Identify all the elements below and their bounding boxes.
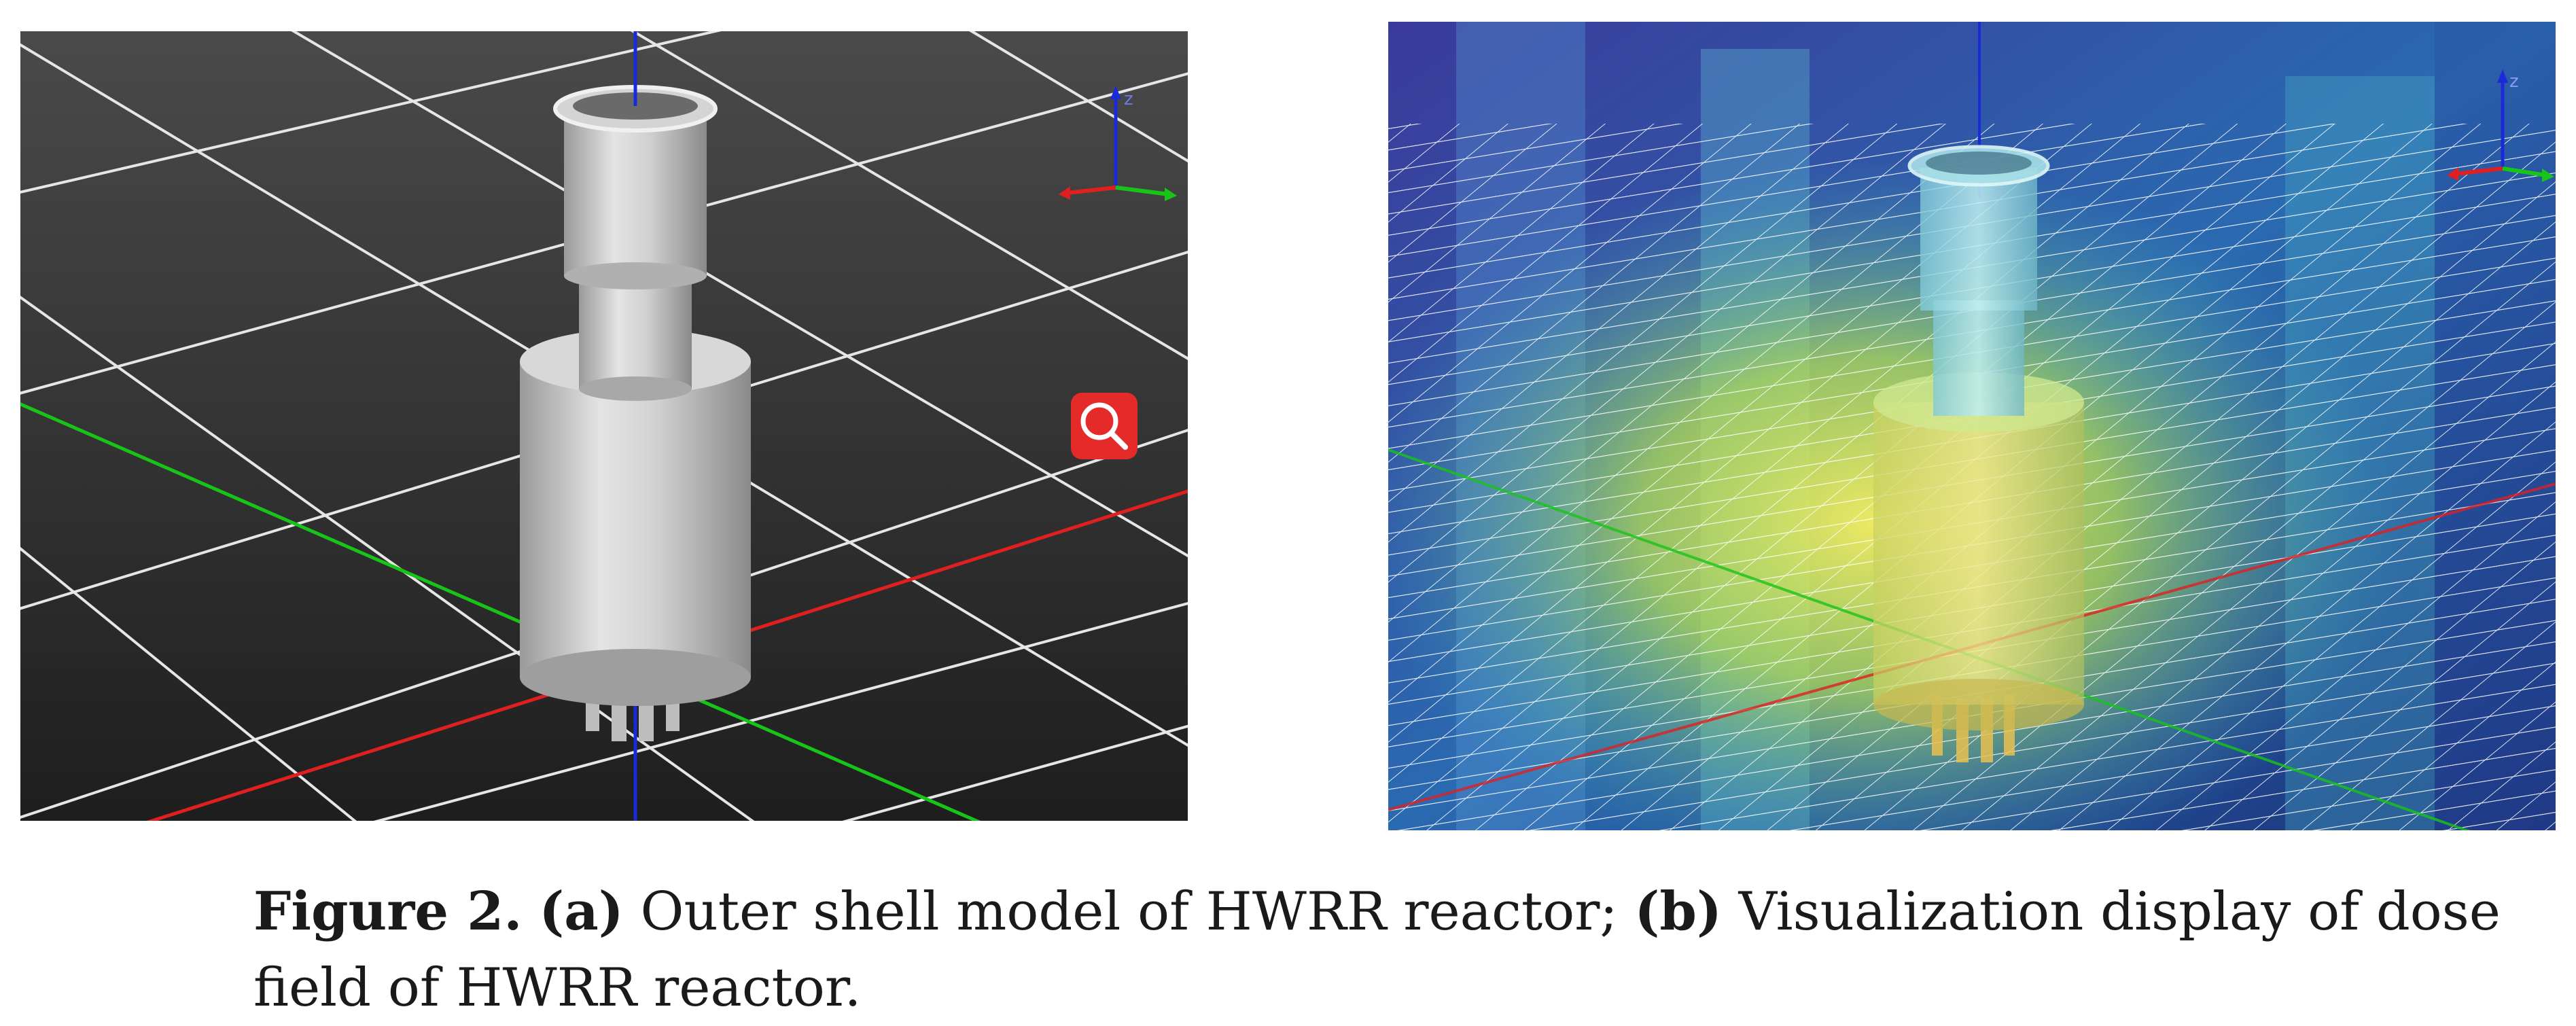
outer-shell-viewport: z: [20, 31, 1188, 821]
search-icon[interactable]: [1071, 393, 1137, 459]
caption-part-b-text: Visualization display of dose field of H…: [253, 881, 2501, 1019]
upper-vessel-body: [564, 113, 707, 276]
panel-a-outer-shell-model: z: [20, 31, 1188, 821]
axis-indicator: z: [1059, 86, 1177, 201]
reactor-model-translucent: [1873, 145, 2084, 762]
lower-vessel-body: [520, 361, 751, 677]
z-axis-label: z: [2509, 71, 2519, 92]
caption-part-a-tag: (a): [539, 881, 624, 942]
axis-indicator: z: [2447, 69, 2554, 182]
dose-field-viewport: z: [1388, 22, 2556, 830]
figure-caption: Figure 2. (a) Outer shell model of HWRR …: [253, 874, 2523, 1026]
lower-vessel-base: [520, 649, 751, 706]
z-axis-label: z: [1124, 89, 1133, 109]
panel-b-dose-field: z: [1388, 22, 2556, 830]
figure-label: Figure 2.: [253, 881, 523, 942]
caption-part-b-tag: (b): [1634, 881, 1722, 942]
caption-part-a-text: Outer shell model of HWRR reactor;: [623, 881, 1635, 942]
